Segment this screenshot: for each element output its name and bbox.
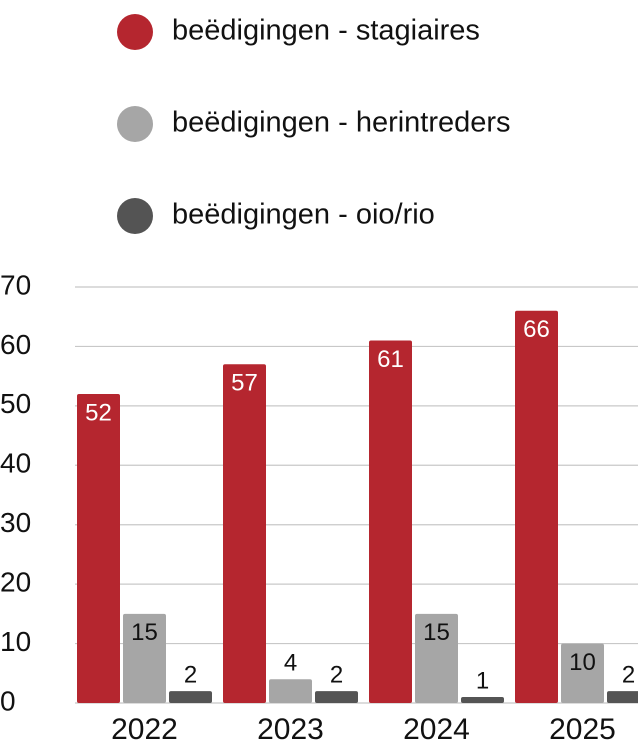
y-tick-label: 60: [0, 329, 31, 360]
y-tick-label: 30: [0, 507, 31, 538]
bar: [607, 691, 638, 703]
bar: [169, 691, 212, 703]
legend-swatch: [117, 198, 153, 234]
data-label: 2: [184, 661, 197, 688]
data-label: 15: [131, 619, 158, 646]
data-label: 61: [377, 346, 404, 373]
legend-swatch: [117, 14, 153, 50]
data-label: 57: [231, 370, 258, 397]
bar: [415, 613, 458, 703]
bar: [561, 643, 604, 703]
y-tick-label: 20: [0, 567, 31, 598]
data-label: 1: [476, 667, 489, 694]
legend-label: beëdigingen - herintreders: [172, 107, 511, 139]
data-label: 2: [622, 661, 635, 688]
y-tick-label: 70: [0, 269, 31, 300]
bar: [269, 679, 312, 703]
data-label: 52: [85, 399, 112, 426]
legend-label: beëdigingen - oio/rio: [172, 199, 435, 231]
bar: [123, 613, 166, 703]
data-label: 4: [284, 650, 297, 677]
legend-swatch: [117, 106, 153, 142]
bar: [369, 340, 412, 703]
data-label: 66: [523, 316, 550, 343]
data-label: 2: [330, 661, 343, 688]
bar: [315, 691, 358, 703]
y-tick-label: 40: [0, 448, 31, 479]
legend-label: beëdigingen - stagiaires: [172, 15, 480, 47]
y-tick-label: 0: [0, 685, 16, 716]
data-label: 15: [423, 619, 450, 646]
bar: [515, 310, 558, 703]
x-tick-label: 2023: [257, 713, 324, 746]
x-tick-label: 2024: [403, 713, 470, 746]
x-tick-label: 2025: [549, 713, 616, 746]
y-tick-label: 50: [0, 388, 31, 419]
bar: [77, 393, 120, 703]
bar: [461, 697, 504, 703]
data-label: 10: [569, 649, 596, 676]
y-tick-label: 10: [0, 626, 31, 657]
bar: [223, 364, 266, 703]
x-tick-label: 2022: [111, 713, 178, 746]
